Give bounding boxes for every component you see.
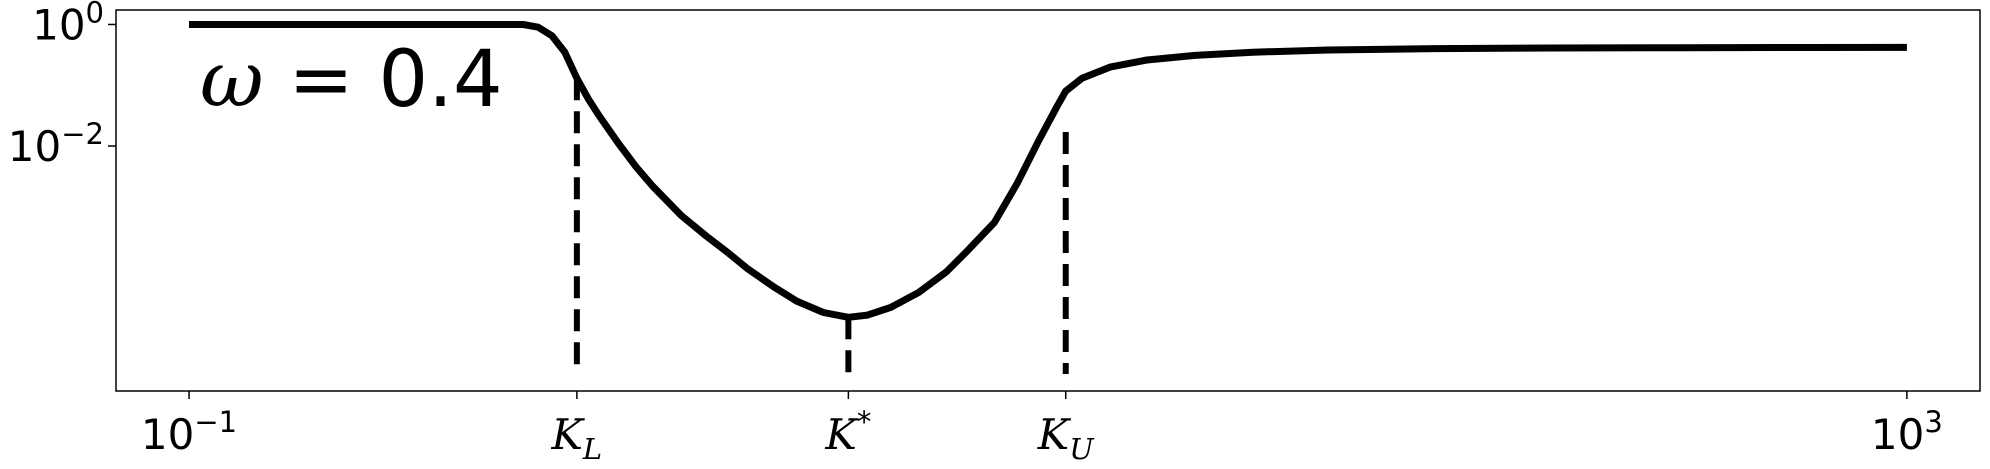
tick-group bbox=[108, 23, 1908, 399]
x-tick-label-1: KL bbox=[551, 410, 603, 466]
y-tick-label-0: 100 bbox=[32, 0, 104, 49]
x-tick-label-3: KU bbox=[1037, 410, 1095, 466]
x-tick-label-2: K* bbox=[824, 405, 871, 459]
annotation-text: = 0.4 bbox=[264, 35, 503, 125]
series-line-0 bbox=[189, 21, 1907, 321]
series-group bbox=[189, 21, 1907, 321]
annotation-symbol: ω bbox=[200, 35, 264, 125]
x-tick-label-4: 103 bbox=[1871, 405, 1943, 459]
plot-frame bbox=[115, 9, 1981, 392]
y-tick-label-1: 10−2 bbox=[8, 117, 104, 171]
x-tick-label-0: 10−1 bbox=[141, 405, 237, 459]
marker-group bbox=[573, 78, 1069, 374]
omega-annotation: ω = 0.4 bbox=[200, 35, 503, 125]
tick-label-group: 10−1 KL K* KU 103 100 10−2 bbox=[8, 0, 1943, 466]
